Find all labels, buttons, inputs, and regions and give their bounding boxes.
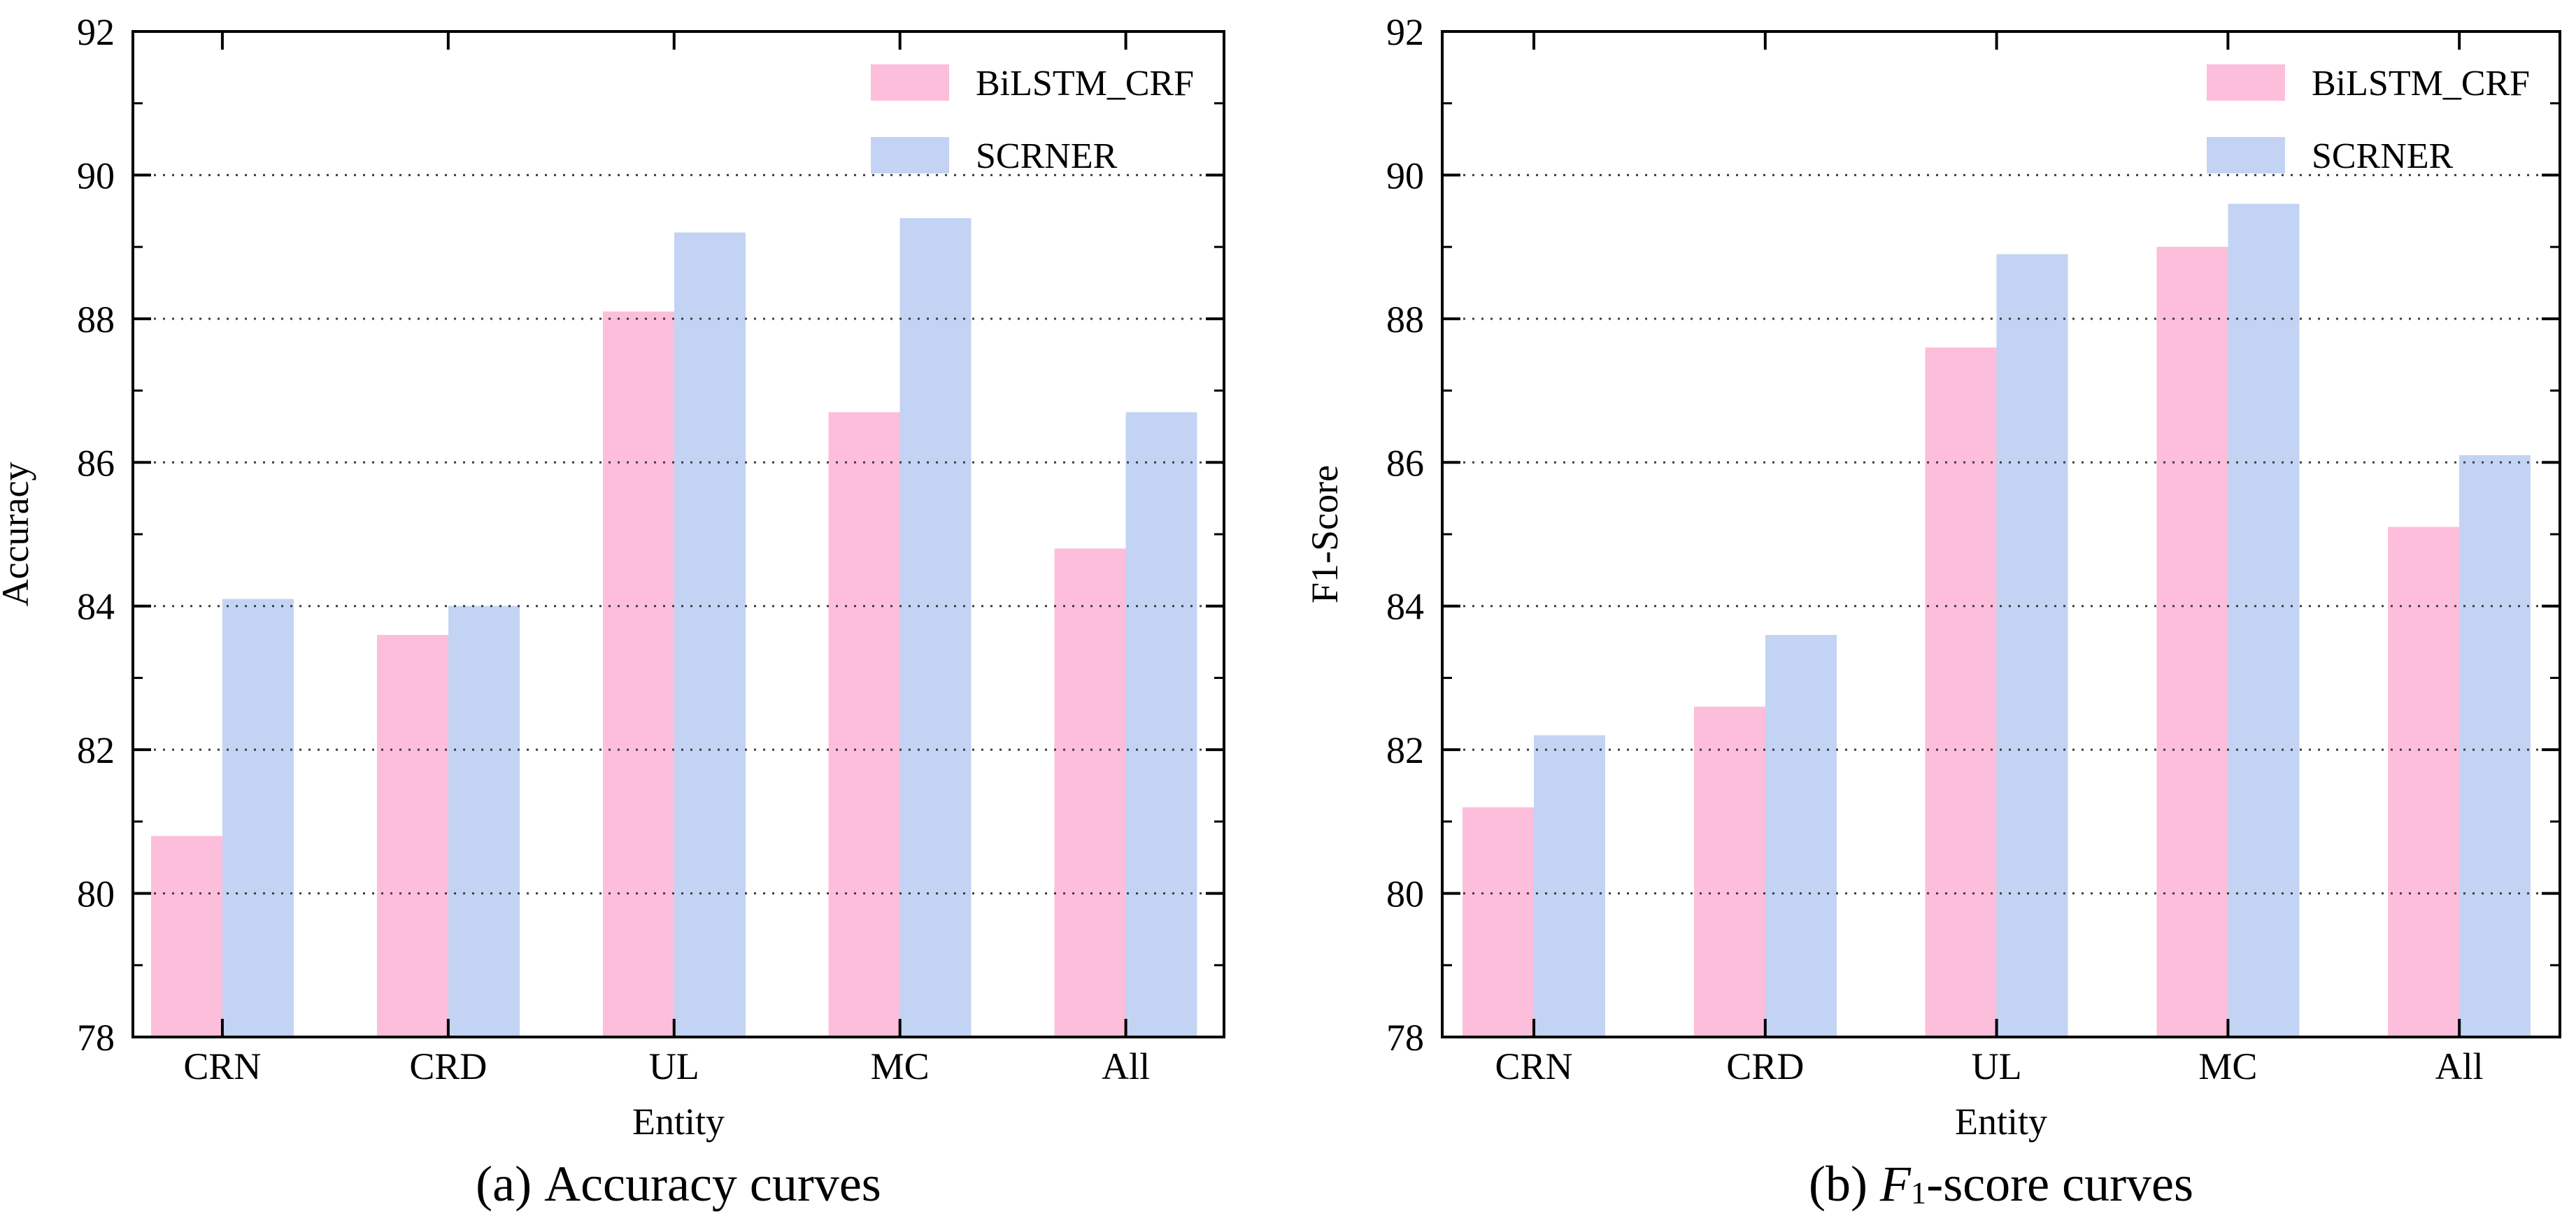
- y-axis-title: F1-Score: [1304, 465, 1346, 603]
- x-axis-title: Entity: [632, 1101, 725, 1143]
- caption-b-rest: -score curves: [1926, 1156, 2194, 1212]
- ytick-label-90: 90: [1386, 155, 1424, 196]
- xtick-label-CRN: CRN: [1495, 1045, 1573, 1087]
- ytick-label-92: 92: [1386, 11, 1424, 53]
- caption-b-sub: 1: [1910, 1175, 1927, 1210]
- xtick-label-CRN: CRN: [183, 1045, 261, 1087]
- legend-swatch-BiLSTM_CRF: [2207, 64, 2285, 101]
- xtick-label-CRD: CRD: [409, 1045, 487, 1087]
- caption-b: (b) F1-score curves: [1442, 1155, 2560, 1213]
- xtick-label-All: All: [1102, 1045, 1150, 1087]
- legend-label-BiLSTM_CRF: BiLSTM_CRF: [976, 64, 1194, 103]
- ytick-label-80: 80: [1386, 873, 1424, 915]
- caption-a-text: (a): [476, 1156, 545, 1212]
- ytick-label-90: 90: [77, 155, 115, 196]
- ytick-label-88: 88: [1386, 299, 1424, 341]
- xtick-label-MC: MC: [2198, 1045, 2257, 1087]
- bar-SCRNER-All: [2459, 455, 2531, 1037]
- ytick-label-86: 86: [77, 442, 115, 484]
- legend-swatch-BiLSTM_CRF: [871, 64, 949, 101]
- legend-label-SCRNER: SCRNER: [2312, 136, 2454, 176]
- legend-swatch-SCRNER: [2207, 137, 2285, 173]
- legend-label-SCRNER: SCRNER: [976, 136, 1118, 176]
- bar-BiLSTM_CRF-All: [2388, 527, 2460, 1037]
- bar-BiLSTM_CRF-MC: [828, 412, 900, 1037]
- bar-SCRNER-MC: [2228, 203, 2300, 1037]
- xtick-label-CRD: CRD: [1726, 1045, 1804, 1087]
- xtick-label-MC: MC: [871, 1045, 930, 1087]
- bar-SCRNER-CRD: [1765, 634, 1837, 1037]
- caption-a-rest: Accuracy curves: [544, 1156, 881, 1212]
- bar-SCRNER-CRN: [222, 599, 294, 1037]
- legend-label-BiLSTM_CRF: BiLSTM_CRF: [2312, 64, 2530, 103]
- bar-BiLSTM_CRF-UL: [602, 311, 674, 1038]
- ytick-label-86: 86: [1386, 442, 1424, 484]
- bar-SCRNER-UL: [1996, 254, 2068, 1037]
- bar-BiLSTM_CRF-CRN: [1463, 807, 1535, 1037]
- xtick-label-All: All: [2435, 1045, 2484, 1087]
- ytick-label-84: 84: [1386, 586, 1424, 628]
- legend-swatch-SCRNER: [871, 137, 949, 173]
- xtick-label-UL: UL: [649, 1045, 699, 1087]
- caption-b-text: (b): [1808, 1156, 1880, 1212]
- bar-BiLSTM_CRF-CRD: [376, 634, 448, 1037]
- bar-SCRNER-All: [1125, 412, 1197, 1037]
- bar-BiLSTM_CRF-MC: [2156, 247, 2228, 1038]
- bar-SCRNER-CRD: [448, 606, 520, 1037]
- ytick-label-82: 82: [77, 729, 115, 771]
- ytick-label-78: 78: [77, 1017, 115, 1059]
- ytick-label-78: 78: [1386, 1017, 1424, 1059]
- bar-BiLSTM_CRF-UL: [1925, 347, 1997, 1037]
- ytick-label-88: 88: [77, 299, 115, 341]
- bar-SCRNER-CRN: [1534, 735, 1606, 1037]
- ytick-label-84: 84: [77, 586, 115, 628]
- ytick-label-82: 82: [1386, 729, 1424, 771]
- bar-BiLSTM_CRF-CRN: [150, 836, 222, 1037]
- ytick-label-92: 92: [77, 11, 115, 53]
- bar-BiLSTM_CRF-All: [1054, 548, 1126, 1037]
- caption-a: (a) Accuracy curves: [133, 1155, 1224, 1213]
- bar-SCRNER-MC: [899, 218, 972, 1037]
- caption-b-emph: F: [1879, 1156, 1911, 1212]
- xtick-label-UL: UL: [1972, 1045, 2022, 1087]
- y-axis-title: Accuracy: [0, 462, 36, 607]
- x-axis-title: Entity: [1955, 1101, 2047, 1143]
- bar-SCRNER-UL: [674, 232, 746, 1038]
- ytick-label-80: 80: [77, 873, 115, 915]
- bar-BiLSTM_CRF-CRD: [1693, 706, 1765, 1037]
